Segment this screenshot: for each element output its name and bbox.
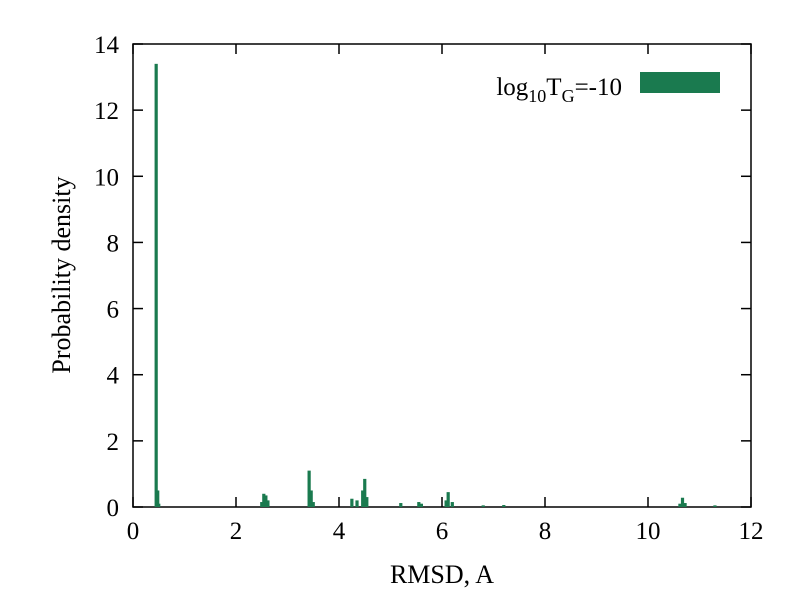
histogram-bar [446, 492, 450, 507]
y-tick-label: 6 [107, 297, 120, 324]
histogram-bar [481, 505, 485, 507]
x-axis-label: RMSD, A [390, 560, 494, 589]
histogram-bar [399, 503, 403, 507]
histogram-bar [363, 478, 367, 507]
histogram-bar [361, 490, 365, 507]
histogram-bar [683, 503, 687, 507]
histogram-bar [157, 503, 161, 507]
histogram-bar [365, 497, 369, 507]
histogram-bar [262, 493, 266, 507]
y-tick-label: 10 [94, 164, 119, 191]
bars-group [154, 63, 717, 507]
x-tick-label: 8 [539, 518, 552, 545]
histogram-bar [680, 497, 685, 507]
y-tick-label: 0 [107, 495, 120, 522]
x-tick-label: 2 [230, 518, 243, 545]
histogram-bar [266, 500, 270, 507]
histogram-bar [502, 505, 506, 507]
x-tick-label: 10 [636, 518, 661, 545]
histogram-bar [713, 505, 717, 507]
y-tick-label: 2 [107, 429, 120, 456]
histogram-bar [355, 500, 359, 507]
histogram-bar [678, 503, 682, 507]
legend: log10TG=-10 [496, 72, 720, 106]
histogram-bar [309, 490, 313, 507]
histogram-bar [307, 470, 311, 507]
plot-frame [132, 43, 752, 508]
histogram-bar [260, 502, 264, 507]
x-tick-label: 0 [127, 518, 140, 545]
y-tick-label: 14 [94, 32, 120, 59]
histogram-bar [450, 502, 454, 507]
histogram-bar [311, 502, 315, 507]
histogram-bar [154, 63, 158, 507]
histogram-bar [156, 490, 160, 507]
y-tick-label: 4 [107, 363, 120, 390]
y-tick-label: 8 [107, 230, 120, 257]
x-tick-label: 4 [333, 518, 346, 545]
legend-swatch [640, 72, 720, 93]
ticks-group: 0 2 4 6 8 10 12 0 2 4 6 8 10 12 14 [94, 32, 764, 545]
legend-label: log10TG=-10 [496, 74, 622, 106]
histogram-bar [350, 498, 354, 507]
y-axis-label: Probability density [47, 176, 76, 373]
histogram-bar [417, 502, 421, 507]
histogram-bar [444, 500, 448, 507]
histogram-bar [419, 503, 423, 507]
x-tick-label: 6 [436, 518, 449, 545]
histogram-bar [264, 495, 268, 507]
y-tick-label: 12 [94, 98, 119, 125]
x-tick-label: 12 [739, 518, 764, 545]
